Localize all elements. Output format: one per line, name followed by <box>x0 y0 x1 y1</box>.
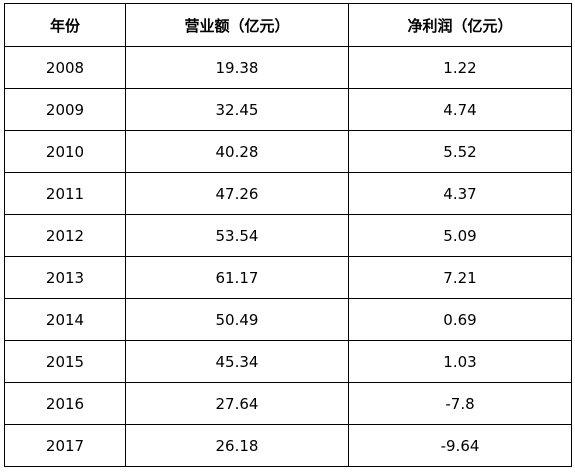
table-row: 2009 32.45 4.74 <box>4 88 572 131</box>
table-header-row: 年份 营业额（亿元） 净利润（亿元） <box>4 3 572 47</box>
net-profit-cell: 4.74 <box>348 88 572 131</box>
revenue-cell: 47.26 <box>125 172 349 215</box>
revenue-cell: 45.34 <box>125 340 349 383</box>
table-body: 2008 19.38 1.22 2009 32.45 4.74 2010 40.28 5.52 2… <box>4 46 572 467</box>
net-profit-cell: -7.8 <box>348 382 572 425</box>
table-row: 2010 40.28 5.52 <box>4 130 572 173</box>
table-row: 2008 19.38 1.22 <box>4 46 572 89</box>
data-table: 年份 营业额（亿元） 净利润（亿元） 2008 19.38 1.22 2009 32.4… <box>4 3 572 467</box>
revenue-cell: 40.28 <box>125 130 349 173</box>
revenue-cell: 19.38 <box>125 46 349 89</box>
data-table-container: 年份 营业额（亿元） 净利润（亿元） 2008 19.38 1.22 2009 32.4… <box>4 3 572 467</box>
column-header-net-profit: 净利润（亿元） <box>348 3 572 47</box>
table-row: 2013 61.17 7.21 <box>4 256 572 299</box>
year-cell: 2011 <box>4 172 126 215</box>
net-profit-cell: -9.64 <box>348 424 572 467</box>
year-cell: 2009 <box>4 88 126 131</box>
table-row: 2012 53.54 5.09 <box>4 214 572 257</box>
net-profit-cell: 0.69 <box>348 298 572 341</box>
year-cell: 2016 <box>4 382 126 425</box>
column-header-year: 年份 <box>4 3 126 47</box>
net-profit-cell: 7.21 <box>348 256 572 299</box>
net-profit-cell: 5.09 <box>348 214 572 257</box>
net-profit-cell: 1.03 <box>348 340 572 383</box>
year-cell: 2012 <box>4 214 126 257</box>
year-cell: 2014 <box>4 298 126 341</box>
table-row: 2015 45.34 1.03 <box>4 340 572 383</box>
year-cell: 2015 <box>4 340 126 383</box>
revenue-cell: 32.45 <box>125 88 349 131</box>
table-row: 2017 26.18 -9.64 <box>4 424 572 467</box>
net-profit-cell: 4.37 <box>348 172 572 215</box>
revenue-cell: 27.64 <box>125 382 349 425</box>
year-cell: 2017 <box>4 424 126 467</box>
table-row: 2011 47.26 4.37 <box>4 172 572 215</box>
year-cell: 2010 <box>4 130 126 173</box>
revenue-cell: 61.17 <box>125 256 349 299</box>
table-row: 2014 50.49 0.69 <box>4 298 572 341</box>
year-cell: 2013 <box>4 256 126 299</box>
year-cell: 2008 <box>4 46 126 89</box>
revenue-cell: 53.54 <box>125 214 349 257</box>
net-profit-cell: 5.52 <box>348 130 572 173</box>
table-row: 2016 27.64 -7.8 <box>4 382 572 425</box>
column-header-revenue: 营业额（亿元） <box>125 3 349 47</box>
revenue-cell: 50.49 <box>125 298 349 341</box>
net-profit-cell: 1.22 <box>348 46 572 89</box>
revenue-cell: 26.18 <box>125 424 349 467</box>
